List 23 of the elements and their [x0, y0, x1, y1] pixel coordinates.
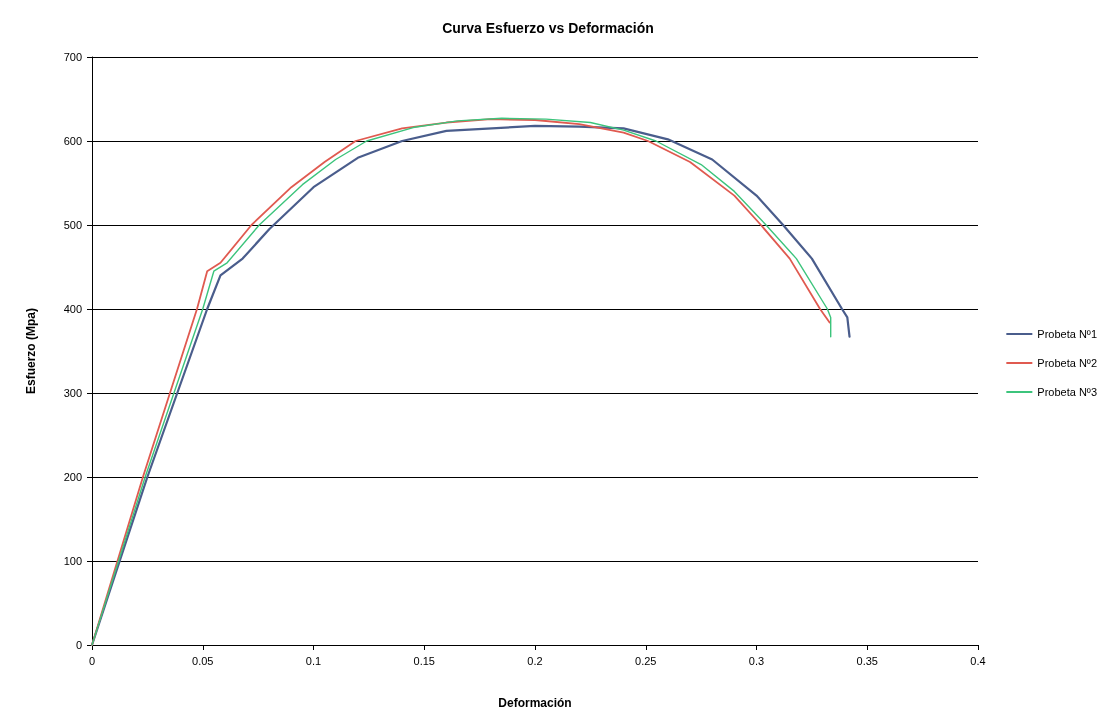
x-tick-label: 0.2: [527, 654, 543, 667]
legend-label: Probeta Nº2: [1037, 357, 1098, 369]
y-tick-label: 0: [75, 639, 82, 651]
y-tick-label: 700: [63, 51, 82, 63]
y-axis-title: Esfuerzo (Mpa): [24, 307, 38, 395]
y-tick-label: 500: [63, 219, 82, 231]
y-tick-label: 400: [63, 303, 82, 315]
x-tick-label: 0.25: [635, 654, 657, 667]
x-tick-label: 0: [88, 654, 96, 667]
y-tick-label: 200: [63, 471, 82, 483]
x-tick-label: 0.4: [970, 654, 986, 667]
legend-label: Probeta Nº1: [1037, 328, 1098, 340]
x-tick-label: 0.15: [413, 654, 435, 667]
y-tick-label: 300: [63, 387, 82, 399]
chart-title: Curva Esfuerzo vs Deformación: [442, 20, 654, 36]
x-axis-title: Deformación: [498, 696, 572, 710]
legend-label: Probeta Nº3: [1037, 386, 1098, 398]
y-tick-label: 600: [63, 135, 82, 147]
y-tick-label: 100: [63, 555, 82, 567]
x-tick-label: 0.05: [192, 654, 214, 667]
x-tick-label: 0.3: [748, 654, 765, 667]
x-tick-label: 0.1: [305, 654, 322, 667]
x-tick-label: 0.35: [856, 654, 878, 667]
